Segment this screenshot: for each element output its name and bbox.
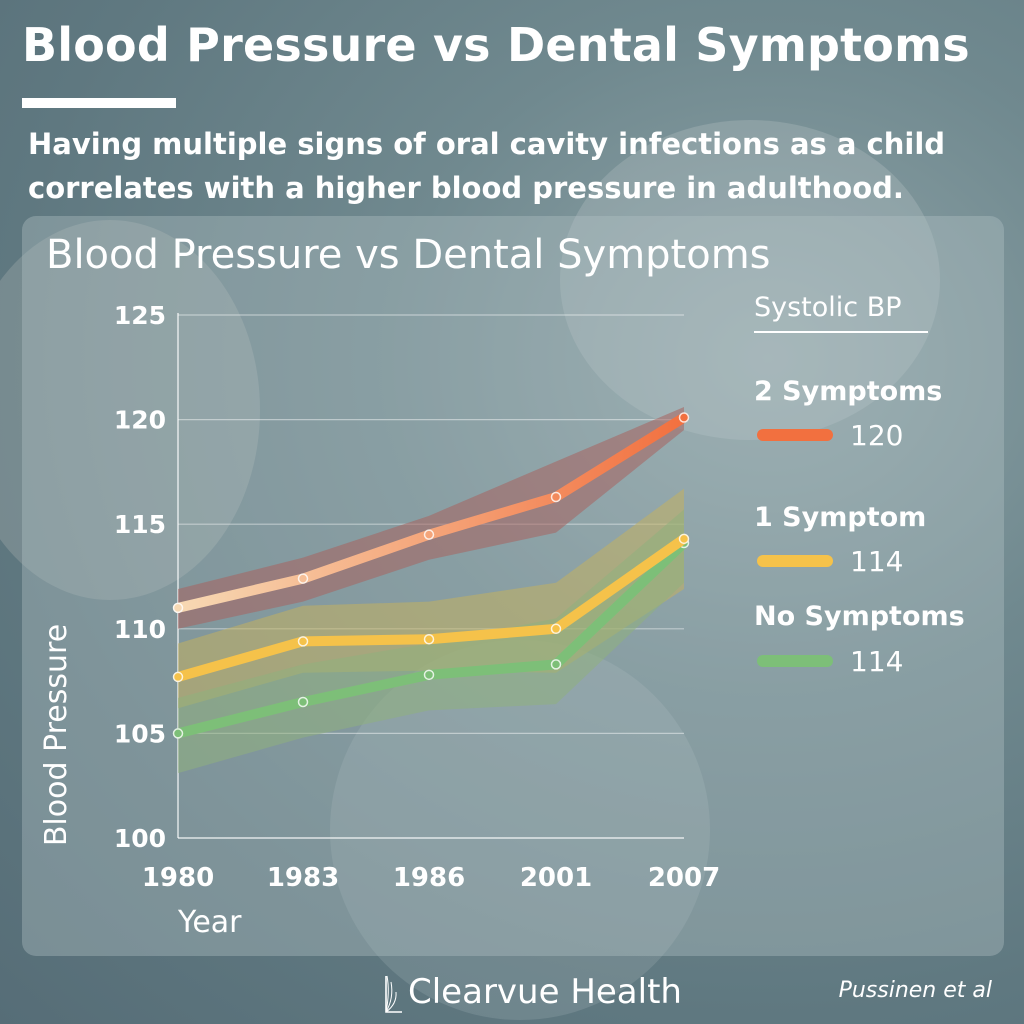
- data-point: [550, 491, 562, 503]
- data-point: [550, 659, 562, 670]
- series-line: [173, 533, 689, 682]
- y-tick-label: 100: [114, 824, 166, 853]
- legend-heading: Systolic BP: [754, 292, 928, 333]
- data-point: [297, 696, 309, 708]
- x-tick-label: 1986: [393, 863, 465, 893]
- data-point: [678, 533, 690, 545]
- data-point: [423, 634, 435, 645]
- citation: Pussinen et al: [838, 978, 992, 1003]
- chart-title: Blood Pressure vs Dental Symptoms: [46, 232, 771, 278]
- page-title: Blood Pressure vs Dental Symptoms: [22, 18, 970, 72]
- legend-value-1-symptom: 114: [850, 545, 904, 578]
- data-point: [297, 573, 309, 584]
- data-point: [423, 669, 435, 681]
- series-line: [173, 412, 689, 613]
- y-tick-label: 110: [114, 615, 166, 644]
- x-tick-label: 2007: [648, 863, 720, 893]
- brand: Clearvue Health: [384, 970, 682, 1014]
- x-tick-label: 1980: [142, 863, 214, 893]
- legend-swatch-no-symptoms: [757, 655, 833, 667]
- y-tick-label: 105: [114, 719, 166, 748]
- clearvue-logo-icon: [385, 975, 402, 1013]
- y-tick-label: 125: [114, 301, 166, 330]
- data-point: [297, 636, 309, 647]
- confidence-band: [178, 509, 684, 774]
- data-point: [172, 728, 184, 739]
- data-point: [678, 412, 690, 423]
- page-subtitle: Having multiple signs of oral cavity inf…: [28, 127, 946, 205]
- legend-value-no-symptoms: 114: [850, 645, 904, 678]
- data-point: [172, 602, 184, 614]
- legend-swatch-2-symptoms: [757, 429, 833, 441]
- series-line: [173, 538, 689, 739]
- brand-name: Clearvue Health: [408, 972, 682, 1012]
- title-underline: [22, 98, 176, 108]
- y-tick-label: 115: [114, 510, 166, 539]
- data-point: [423, 529, 435, 540]
- legend-label-2-symptoms: 2 Symptoms: [754, 376, 943, 407]
- data-point: [550, 623, 562, 635]
- x-tick-label: 1983: [267, 863, 339, 893]
- legend-label-no-symptoms: No Symptoms: [754, 601, 965, 632]
- y-tick-label: 120: [114, 406, 166, 435]
- data-point: [172, 671, 184, 683]
- legend-label-1-symptom: 1 Symptom: [754, 502, 927, 533]
- x-tick-label: 2001: [520, 863, 592, 893]
- chart-panel: [22, 216, 1004, 956]
- x-axis-title: Year: [177, 905, 242, 940]
- legend-swatch-1-symptom: [757, 555, 833, 567]
- legend-value-2-symptoms: 120: [850, 419, 904, 452]
- y-axis-title: Blood Pressure: [39, 624, 74, 846]
